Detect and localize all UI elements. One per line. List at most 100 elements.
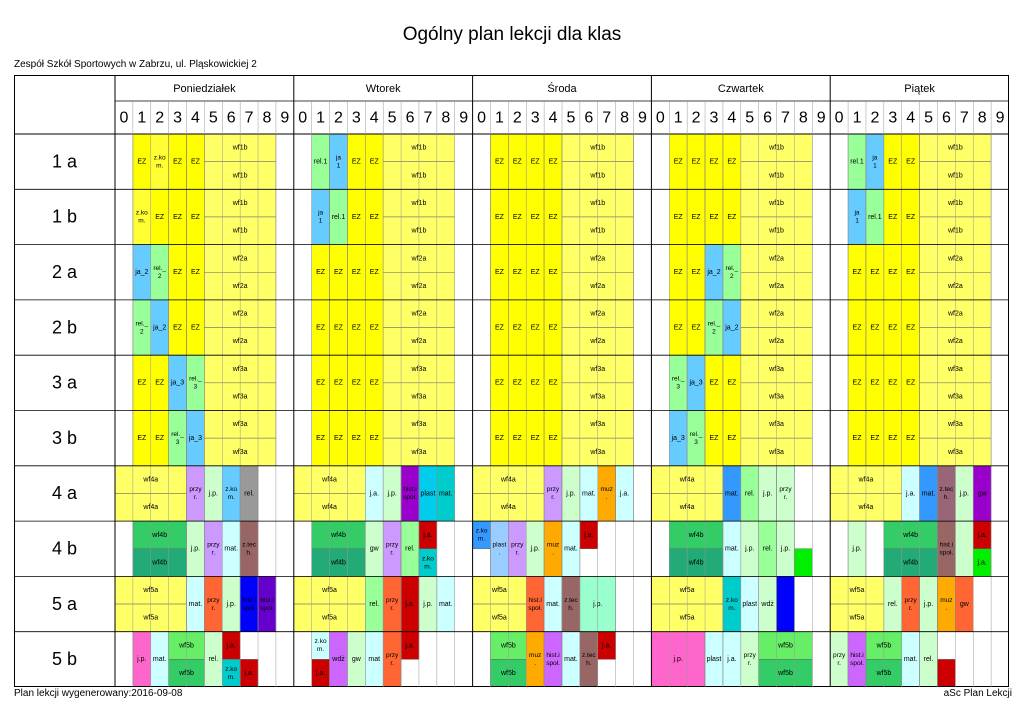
day-header: Środa [547,82,577,95]
lesson-label: j.p. [851,546,861,553]
lesson-label: EZ [888,324,898,331]
lesson-label: EZ [173,158,183,165]
lesson-label: EZ [173,214,183,221]
lesson-label: wf4b [902,532,918,539]
lesson-label: EZ [495,158,505,165]
lesson-label: EZ [513,158,523,165]
period-number: 0 [119,110,128,127]
lesson-label: z.ko [136,210,148,217]
lesson-label: rel._ [189,376,202,383]
period-number: 8 [441,110,450,127]
lesson-label: gw [370,546,380,553]
period-number: 7 [602,110,611,127]
lesson-label: wf3a [411,394,427,401]
period-number: 2 [334,110,343,127]
lesson-label: EZ [888,269,898,276]
lesson-label: wf4a [500,504,516,511]
lesson-label: wf4a [142,476,158,483]
lesson-label: wf1b [947,228,963,235]
period-number: 5 [388,110,397,127]
lesson-label: m. [228,674,235,681]
lesson-label: społ. [403,494,417,501]
lesson-label: hist.i [528,597,541,604]
lesson-label: wf3a [411,449,427,456]
lesson-block [311,520,366,550]
lesson-label: rel._ [153,265,166,272]
lesson-label: wf1b [768,200,784,207]
lesson-label: gw [960,601,970,608]
lesson-label: wf1b [232,145,248,152]
lesson-label: wf4b [688,559,704,566]
lesson-label: plast [742,601,757,608]
lesson-label: EZ [137,435,147,442]
lesson-label: rel.1 [850,158,864,165]
lesson-label: EZ [334,269,344,276]
lesson-label: EZ [906,324,916,331]
lesson-label: EZ [549,435,559,442]
lesson-label: EZ [495,269,505,276]
lesson-label: wf3a [232,394,248,401]
lesson-label: EZ [370,269,380,276]
lesson-label: wf4a [858,476,874,483]
period-number: 4 [906,110,915,127]
lesson-label: wf5b [500,670,516,677]
lesson-label: wf2a [589,311,605,318]
lesson-label: wf2a [947,283,963,290]
lesson-label: EZ [549,214,559,221]
lesson-label: EZ [352,435,362,442]
lesson-block [651,631,706,687]
period-number: 0 [298,110,307,127]
class-label: 5 b [52,649,77,669]
lesson-label: wf5a [491,615,507,622]
lesson-label: mat. [564,546,578,553]
lesson-label: z.ko [315,638,327,645]
lesson-label: 2 [712,328,716,335]
lesson-label: wf2a [232,311,248,318]
timetable-grid: EZ z.ko m. EZ EZ wf1b wf1b rel.1 ja 1 EZ EZ wf1b wf1b… [14,75,1009,687]
lesson-label: m. [424,563,431,570]
period-number: 9 [280,110,289,127]
lesson-label: m. [317,646,324,653]
lesson-label: wf3a [589,449,605,456]
lesson-label: muz [547,541,559,548]
lesson-label: EZ [674,214,684,221]
lesson-label: EZ [692,158,702,165]
lesson-label: r. [194,494,198,501]
period-number: 3 [352,110,361,127]
lesson-label: muz [529,652,541,659]
lesson-label: wf5b [500,642,516,649]
period-number: 1 [137,110,146,127]
period-number: 4 [727,110,736,127]
lesson-label: wf2a [411,283,427,290]
lesson-label: . [534,660,536,667]
lesson-label: EZ [495,214,505,221]
class-label: 3 a [52,373,78,393]
lesson-label: j.p. [592,601,602,608]
period-number: 6 [227,110,236,127]
lesson-label: rel._ [672,376,685,383]
class-label: 1 b [52,207,77,227]
period-number: 3 [531,110,540,127]
lesson-label: hist.i [260,597,273,604]
lesson-label: EZ [352,269,362,276]
day-header: Piątek [904,83,935,95]
period-number: 8 [799,110,808,127]
lesson-label: 1 [873,162,877,169]
lesson-label: rel. [924,656,934,663]
lesson-label: EZ [888,214,898,221]
lesson-label: 1 [855,218,859,225]
lesson-label: j.a. [601,642,611,649]
lesson-label: wf4a [858,504,874,511]
lesson-label: wf5a [849,615,865,622]
period-number: 7 [960,110,969,127]
lesson-label: wf5a [491,587,507,594]
period-number: 2 [155,110,164,127]
lesson-label: j.p. [565,490,575,497]
lesson-label: ja [335,154,341,161]
period-number: 9 [996,110,1005,127]
lesson-label: EZ [853,380,863,387]
lesson-label: ja_2 [152,324,166,331]
lesson-label: wf4a [321,504,337,511]
lesson-label: mat. [546,601,560,608]
lesson-label: ja_2 [706,269,720,276]
